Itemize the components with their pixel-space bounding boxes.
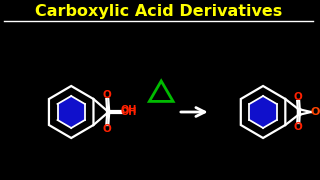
Text: OH: OH [121,105,137,115]
Text: O: O [102,124,111,134]
Text: O: O [310,107,320,117]
Polygon shape [249,96,277,128]
Text: O: O [293,122,302,132]
Text: Carboxylic Acid Derivatives: Carboxylic Acid Derivatives [35,3,282,19]
Text: O: O [293,92,302,102]
Text: O: O [102,90,111,100]
Polygon shape [58,96,85,128]
Text: OH: OH [121,107,137,117]
